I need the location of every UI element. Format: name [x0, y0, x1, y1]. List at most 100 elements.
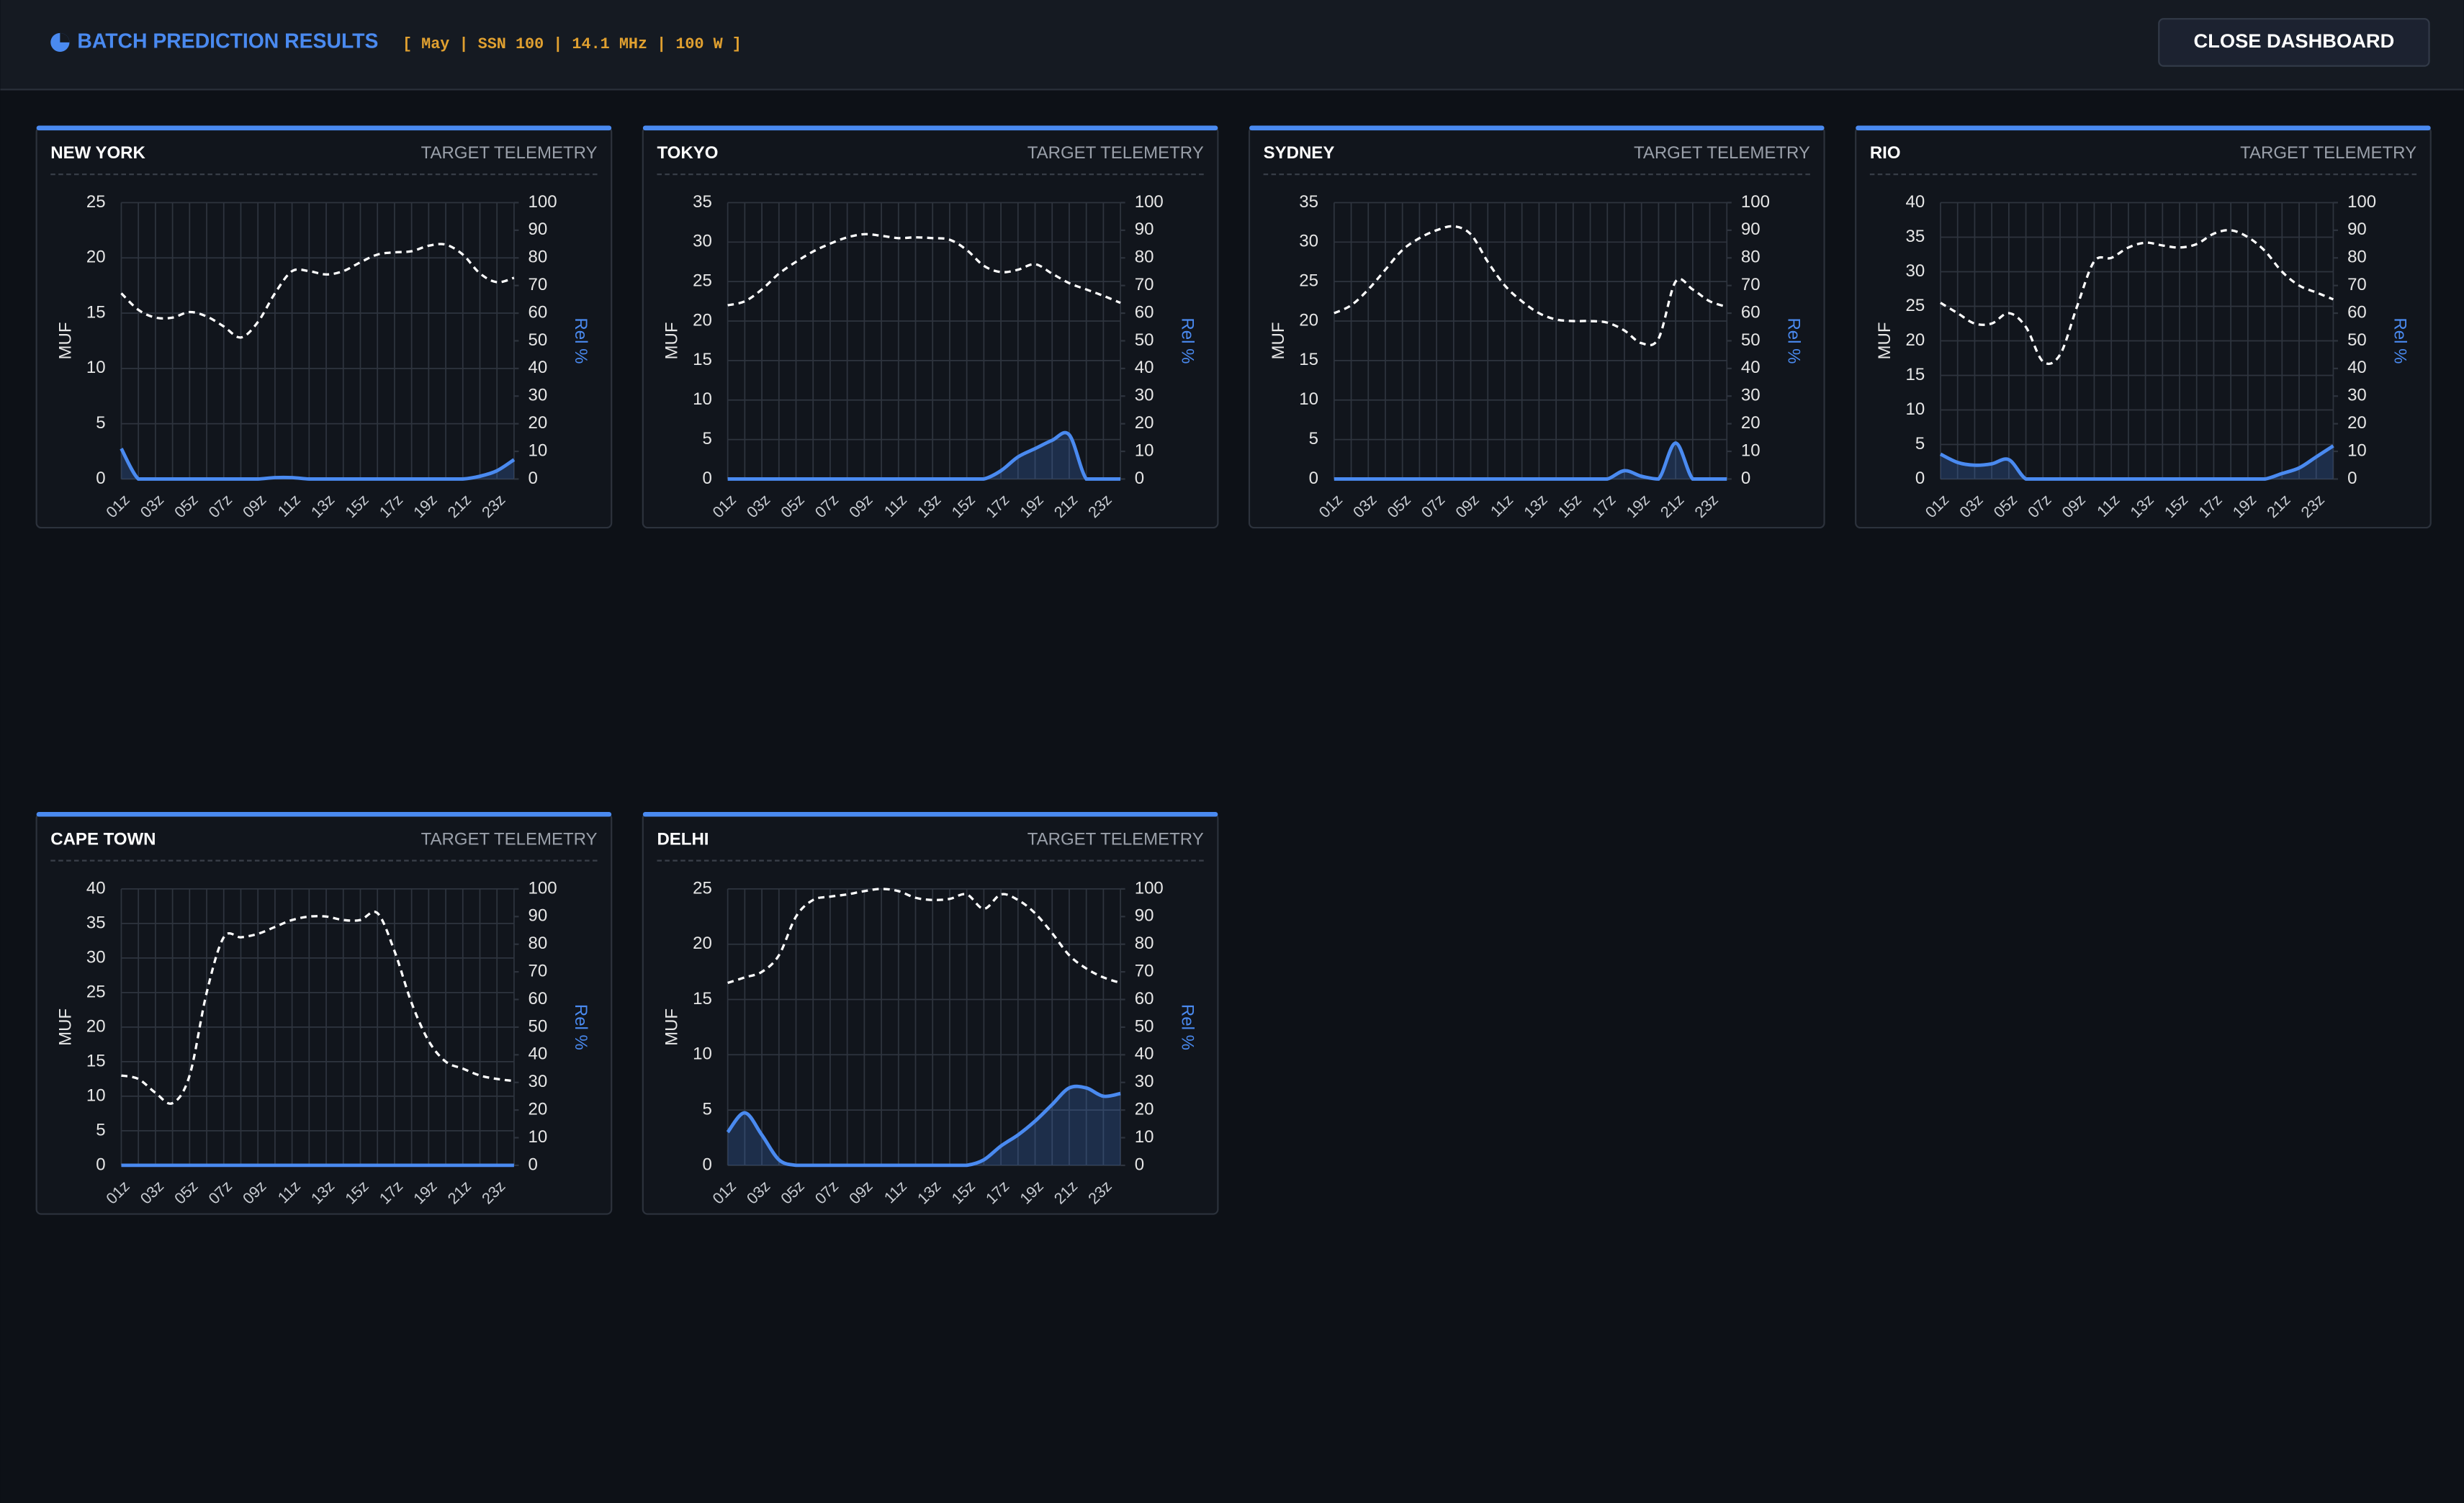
card-subtitle: TARGET TELEMETRY	[2240, 143, 2416, 163]
card	[35, 813, 613, 1215]
y2-tick-label: 30	[1135, 1072, 1154, 1091]
y2-tick-label: 50	[2347, 330, 2367, 350]
y2-axis-label: Rel %	[571, 1004, 590, 1050]
card-title: RIO	[1870, 143, 1901, 163]
card-accent	[642, 812, 1218, 817]
y-axis-label: MUF	[1269, 322, 1288, 359]
y-tick-label: 0	[1915, 469, 1925, 488]
card	[642, 126, 1219, 529]
y2-tick-label: 60	[529, 302, 548, 322]
y-tick-label: 20	[86, 248, 106, 267]
y2-tick-label: 30	[529, 1072, 548, 1091]
card-title: NEW YORK	[50, 143, 145, 163]
y-tick-label: 0	[96, 469, 105, 488]
y2-tick-label: 50	[529, 330, 548, 350]
muf-line	[121, 911, 515, 1105]
y2-axis-label: Rel %	[571, 317, 590, 364]
y2-tick-label: 50	[1741, 330, 1761, 350]
y2-tick-label: 60	[529, 989, 548, 1008]
y-tick-label: 40	[1905, 192, 1925, 212]
close-button-label[interactable]: CLOSE DASHBOARD	[2194, 30, 2395, 52]
y2-tick-label: 100	[2347, 192, 2376, 212]
y-axis-label: MUF	[662, 322, 682, 359]
y2-tick-label: 70	[1741, 275, 1761, 294]
y2-tick-label: 40	[1741, 358, 1761, 377]
y-tick-label: 25	[693, 878, 712, 898]
y2-tick-label: 80	[1741, 248, 1761, 267]
y2-tick-label: 90	[1135, 220, 1154, 239]
charts-grid: NEW YORK TARGET TELEMETRY 0 5 10 15 20 25 0 10 20 3…	[35, 125, 2432, 1215]
y2-tick-label: 20	[2347, 413, 2367, 433]
y2-tick-label: 100	[529, 878, 557, 898]
y2-tick-label: 40	[529, 358, 548, 377]
y-tick-label: 30	[693, 232, 712, 251]
y2-tick-label: 70	[529, 961, 548, 980]
y-tick-label: 5	[1309, 429, 1318, 448]
y2-tick-label: 20	[529, 413, 548, 433]
y2-tick-label: 90	[1135, 906, 1154, 926]
y2-tick-label: 0	[2347, 469, 2357, 488]
y2-tick-label: 40	[1135, 1044, 1154, 1064]
y2-tick-label: 90	[529, 220, 548, 239]
y-tick-label: 25	[86, 982, 106, 1001]
card-subtitle: TARGET TELEMETRY	[421, 143, 598, 163]
chart-card: TOKYO TARGET TELEMETRY 0 5 10 15 20 25 30 35 0 10 20…	[642, 125, 1219, 529]
y2-tick-label: 60	[1135, 989, 1154, 1008]
rel-line	[727, 430, 1121, 481]
y-tick-label: 20	[1299, 310, 1318, 330]
y2-tick-label: 90	[2347, 220, 2367, 239]
y-tick-label: 35	[1299, 192, 1318, 212]
card-subtitle: TARGET TELEMETRY	[1028, 143, 1204, 163]
y-tick-label: 10	[693, 1044, 712, 1064]
y2-tick-label: 80	[2347, 248, 2367, 267]
y2-tick-label: 80	[529, 934, 548, 953]
y-tick-label: 10	[86, 1086, 106, 1105]
y-tick-label: 0	[702, 1155, 711, 1174]
y2-tick-label: 40	[2347, 358, 2367, 377]
y-tick-label: 40	[86, 878, 106, 898]
chart-card: DELHI TARGET TELEMETRY 0 5 10 15 20 25 0 10 20 30 40…	[642, 812, 1219, 1215]
y2-tick-label: 100	[1741, 192, 1770, 212]
y2-tick-label: 30	[1135, 386, 1154, 405]
y2-tick-label: 40	[529, 1044, 548, 1064]
rel-area	[727, 1086, 1121, 1165]
muf-line	[120, 243, 515, 339]
y-axis-label: MUF	[55, 322, 75, 359]
y2-tick-label: 70	[2347, 275, 2367, 294]
y2-tick-label: 70	[529, 275, 548, 294]
y-tick-label: 35	[693, 192, 712, 212]
y2-axis-label: Rel %	[1177, 1004, 1197, 1050]
y2-axis-label: Rel %	[1177, 317, 1197, 364]
close-button[interactable]: CLOSE DASHBOARD	[2158, 18, 2430, 67]
y-axis-label: MUF	[1875, 322, 1894, 359]
y-tick-label: 30	[1905, 261, 1925, 281]
y2-tick-label: 20	[1135, 1099, 1154, 1119]
y2-tick-label: 10	[1741, 441, 1761, 460]
muf-line	[1334, 225, 1727, 347]
header-icon	[50, 32, 70, 52]
y2-tick-label: 80	[529, 248, 548, 267]
y-tick-label: 20	[1905, 330, 1925, 350]
rel-line	[1334, 441, 1727, 481]
y2-tick-label: 60	[1741, 302, 1761, 322]
y-tick-label: 15	[693, 989, 712, 1008]
y2-tick-label: 10	[529, 1127, 548, 1147]
y-tick-label: 30	[86, 947, 106, 967]
y2-tick-label: 10	[2347, 441, 2367, 460]
y2-tick-label: 30	[529, 386, 548, 405]
y2-tick-label: 10	[529, 441, 548, 460]
y-tick-label: 0	[1309, 469, 1318, 488]
card-subtitle: TARGET TELEMETRY	[1028, 830, 1204, 849]
y-tick-label: 15	[86, 1051, 106, 1070]
card-accent	[642, 125, 1218, 131]
card-accent	[36, 812, 612, 817]
y2-tick-label: 60	[2347, 302, 2367, 322]
y2-tick-label: 60	[1135, 302, 1154, 322]
y2-tick-label: 0	[529, 469, 538, 488]
y-tick-label: 10	[86, 358, 106, 377]
y2-tick-label: 70	[1135, 275, 1154, 294]
y2-tick-label: 90	[529, 906, 548, 926]
y2-tick-label: 20	[529, 1099, 548, 1119]
y2-tick-label: 20	[1135, 413, 1154, 433]
